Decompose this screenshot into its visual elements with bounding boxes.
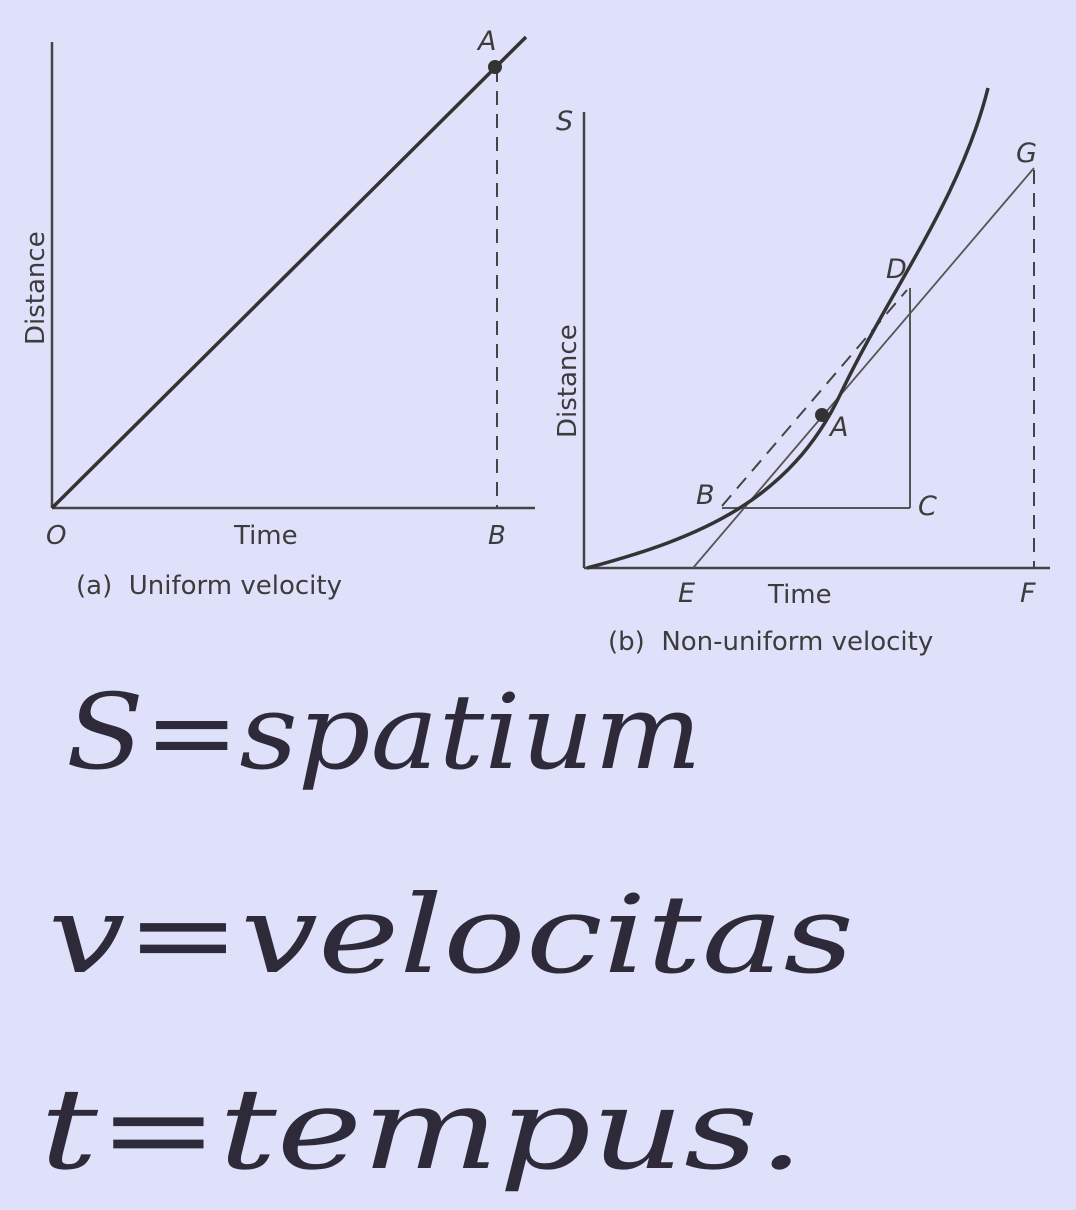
panel-a-distance-line [50,35,528,510]
panel-a-point-b-label: B [488,521,506,551]
panel-b-point-g-label: G [1016,138,1037,169]
handwritten-line-spatium: S=spatium [66,671,702,793]
panel-b-x-axis-label: Time [767,580,832,610]
panel-a-y-axis-label: Distance [21,231,51,345]
panel-a-origin-label: O [46,521,66,551]
handwritten-line-tempus: t=tempus. [40,1065,804,1195]
panel-b-point-a-dot [815,408,829,422]
handwritten-line-velocitas: v=velocitas [48,873,854,998]
panel-b-point-e-label: E [678,578,695,609]
panel-b-distance-curve [586,87,990,570]
panel-b-point-d-label: D [886,254,907,285]
panel-b-non-uniform-velocity: S G D A B C E F Time Distance (b) Non-un… [553,87,1050,657]
panel-a-point-a-label: A [476,26,496,57]
panel-b-point-b-label: B [696,480,715,511]
panel-b-s-label: S [556,106,573,137]
panel-a-x-axis-label: Time [233,521,298,551]
panel-b-point-f-label: F [1020,578,1036,609]
handwritten-notes: S=spatium v=velocitas t=tempus. [40,671,854,1195]
panel-a-caption: (a) Uniform velocity [76,571,342,601]
panel-b-caption: (b) Non-uniform velocity [608,627,933,657]
panel-b-point-a-label: A [828,412,848,443]
panel-b-point-c-label: C [918,491,937,522]
panel-a-uniform-velocity: A O B Time Distance (a) Uniform velocity [21,26,535,601]
panel-a-point-a-dot [488,60,502,74]
panel-b-y-axis-label: Distance [553,324,583,438]
